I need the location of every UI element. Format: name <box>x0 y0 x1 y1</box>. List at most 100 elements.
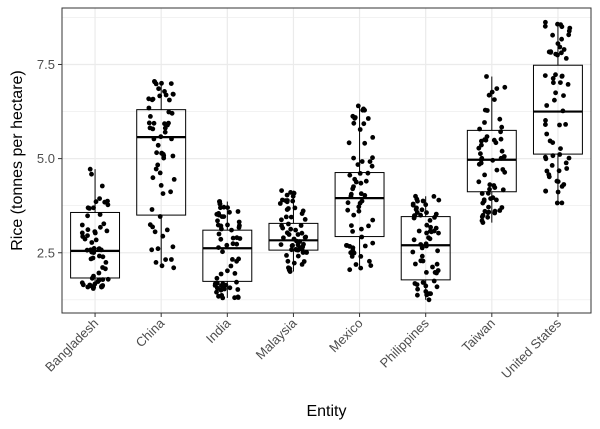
data-point <box>165 122 170 128</box>
data-point <box>479 191 485 196</box>
box-india <box>202 229 253 282</box>
data-point <box>485 214 491 220</box>
data-point <box>494 167 500 173</box>
data-point <box>358 265 364 271</box>
data-point <box>543 19 548 25</box>
data-point <box>550 76 556 81</box>
data-point <box>356 208 362 214</box>
data-point <box>302 235 308 240</box>
data-point <box>482 120 487 125</box>
data-point <box>155 162 161 168</box>
data-point <box>234 258 240 264</box>
data-point <box>221 214 227 220</box>
data-point <box>360 107 366 113</box>
data-point <box>101 221 107 227</box>
data-point <box>280 197 285 203</box>
data-point <box>283 214 289 220</box>
data-point <box>97 196 102 202</box>
data-point <box>419 207 425 213</box>
data-point <box>278 242 284 248</box>
data-point <box>420 198 426 204</box>
data-point <box>351 155 356 161</box>
data-point <box>359 198 365 204</box>
data-point <box>279 188 284 194</box>
data-point <box>230 235 236 241</box>
data-point <box>435 248 440 254</box>
data-point <box>146 120 152 126</box>
data-point <box>420 280 426 285</box>
data-point <box>414 205 419 211</box>
data-point <box>498 136 504 142</box>
data-point <box>547 138 553 144</box>
data-point <box>214 289 219 295</box>
data-point <box>482 107 488 113</box>
data-point <box>286 232 292 237</box>
data-point <box>434 261 440 267</box>
data-point <box>215 285 220 291</box>
data-point <box>169 257 174 262</box>
data-point <box>215 280 220 286</box>
data-point <box>217 201 223 207</box>
data-point <box>551 80 556 86</box>
data-point <box>502 84 508 90</box>
data-point <box>347 172 353 178</box>
data-point <box>415 292 420 298</box>
data-point <box>563 56 569 61</box>
data-point <box>415 198 420 204</box>
data-point <box>163 92 169 98</box>
data-point <box>478 151 483 157</box>
data-point <box>370 240 376 246</box>
data-point <box>499 124 505 130</box>
data-point <box>479 138 484 144</box>
data-point <box>476 161 482 167</box>
data-point <box>359 159 365 164</box>
data-point <box>152 229 158 235</box>
data-point <box>491 137 497 143</box>
data-point <box>90 255 96 261</box>
data-point <box>155 246 161 252</box>
data-point <box>299 230 305 236</box>
data-point <box>159 150 165 156</box>
data-point <box>563 160 569 166</box>
data-point <box>97 253 102 259</box>
data-point <box>224 242 230 248</box>
data-point <box>424 222 430 228</box>
data-point <box>415 286 420 292</box>
data-point <box>566 155 572 161</box>
data-point <box>361 121 367 127</box>
y-tick-label: 5.0 <box>37 151 55 166</box>
data-point <box>436 197 442 203</box>
data-point <box>432 270 438 275</box>
data-point <box>499 148 505 154</box>
data-point <box>566 32 572 38</box>
data-point <box>164 227 170 233</box>
data-point <box>494 197 499 203</box>
data-point <box>218 236 224 242</box>
data-point <box>431 278 437 284</box>
data-point <box>295 232 301 237</box>
data-point <box>426 235 431 241</box>
data-point <box>554 178 560 184</box>
data-point <box>499 205 505 210</box>
data-point <box>357 127 363 132</box>
data-point <box>482 208 488 214</box>
data-point <box>284 253 289 258</box>
data-point <box>232 271 238 276</box>
data-point <box>79 280 85 286</box>
data-point <box>543 188 548 194</box>
data-point <box>288 226 294 232</box>
data-point <box>219 293 225 298</box>
data-point <box>153 166 159 172</box>
data-point <box>168 81 174 86</box>
data-point <box>220 249 225 255</box>
data-point <box>484 134 490 140</box>
data-point <box>87 206 92 211</box>
data-point <box>105 202 111 208</box>
data-point <box>559 74 565 79</box>
data-point <box>299 211 305 217</box>
data-point <box>285 198 290 203</box>
data-point <box>152 79 158 85</box>
data-point <box>170 91 176 97</box>
data-point <box>87 166 93 172</box>
data-point <box>476 179 482 185</box>
